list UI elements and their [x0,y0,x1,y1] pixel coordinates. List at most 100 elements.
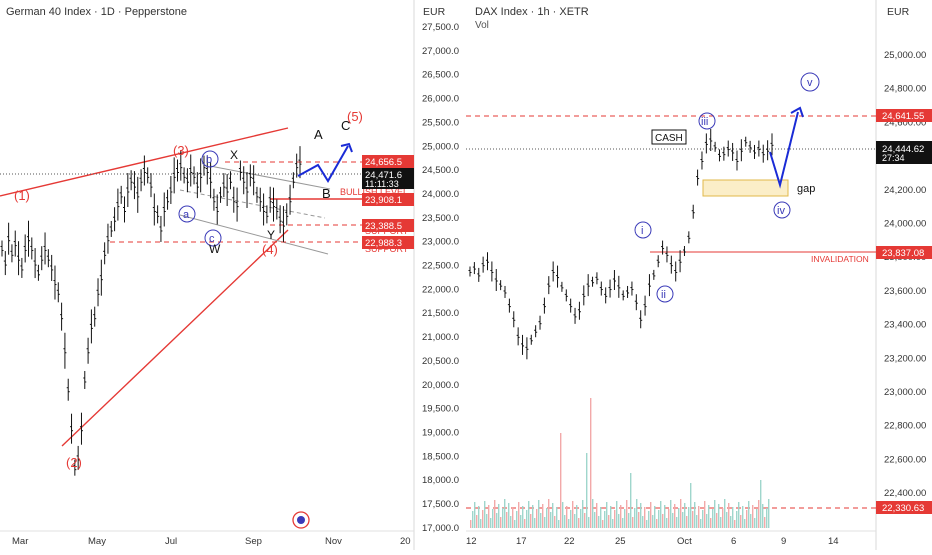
left-y-tick: 23,000.0 [422,237,459,248]
volume-bar [566,506,568,528]
wave-circle-c [204,229,222,247]
left-y-axis: 27,500.0 27,000.0 26,500.0 26,000.0 25,500.0… [422,22,459,534]
channel-line-3 [209,165,331,190]
wave-circle-iv [773,201,791,219]
volume-bar [622,518,624,528]
volume-bar [630,473,632,528]
left-y-tick: 27,000.0 [422,46,459,57]
right-y-tick: 23,600.00 [884,286,926,297]
volume-bar [742,506,744,528]
volume-bar [490,518,492,528]
wave-label-ii: ii [661,289,666,301]
volume-bar [534,518,536,528]
volume-bar [476,515,478,528]
wave-label-1: (1) [14,188,30,203]
volume-bar [764,517,766,528]
left-y-tick: 22,000.0 [422,284,459,295]
volume-bar [732,507,734,528]
volume-bar [626,500,628,528]
volume-bar [650,502,652,528]
right-projection-path [769,111,799,189]
right-badge-last-price: 24,444.62 [882,144,924,155]
volume-bar [640,503,642,528]
left-x-tick: Nov [325,536,342,547]
right-y-tick: 24,600.00 [884,117,926,128]
volume-bar [758,500,760,528]
left-x-tick: Jul [165,536,177,547]
volume-bar [486,514,488,528]
volume-bar [658,510,660,528]
volume-bar [624,509,626,528]
volume-bar [734,520,736,528]
volume-bar [584,513,586,528]
volume-bar [692,511,694,528]
volume-bar [694,502,696,528]
volume-bar [620,505,622,528]
volume-bar [546,508,548,528]
left-y-tick: 23,500.0 [422,213,459,224]
right-chart-subtitle: Vol [475,20,489,31]
volume-bar [664,505,666,528]
volume-bar [590,398,592,528]
cash-label: CASH [655,133,683,144]
volume-bar [654,506,656,528]
volume-bar [632,517,634,528]
volume-bar [532,505,534,528]
gap-label: gap [797,183,815,195]
wave-label-A: A [314,127,323,142]
volume-bar [646,520,648,528]
volume-bar [678,508,680,528]
volume-bar [540,513,542,528]
volume-bar [726,512,728,528]
volume-bar [488,505,490,528]
volume-bar [482,510,484,528]
volume-bar [676,517,678,528]
volume-bar [514,520,516,528]
right-chart-title: DAX Index · 1h · XETR [475,6,589,18]
volume-bar [518,502,520,528]
right-y-tick: 25,000.00 [884,50,926,61]
volume-bar [690,483,692,528]
volume-bar [662,514,664,528]
volume-bar [714,500,716,528]
volume-bar [564,515,566,528]
gap-box [702,179,789,197]
volume-bar [580,509,582,528]
volume-bar [680,499,682,528]
volume-bar [478,506,480,528]
right-y-tick: 22,600.00 [884,454,926,465]
volume-bar [674,504,676,528]
volume-bar [588,517,590,528]
volume-bar [716,513,718,528]
wave-circle-a [178,205,196,223]
left-badge-timer: 11:11:33 [365,179,399,189]
left-x-tick: 20 [400,536,411,547]
volume-bar [528,501,530,528]
volume-bar [702,510,704,528]
left-y-tick: 24,000.0 [422,189,459,200]
wave-label-i: i [641,225,643,237]
right-x-tick: 25 [615,536,626,547]
left-y-tick: 26,500.0 [422,70,459,81]
left-y-tick: 17,000.0 [422,523,459,534]
volume-bar [738,502,740,528]
volume-bar [506,512,508,528]
left-badge-22988: 22,988.3 [365,238,402,249]
left-badge-23388: 23,388.5 [365,221,402,232]
volume-bar [498,504,500,528]
wave-label-c-small: c [209,233,215,245]
volume-bar [512,507,514,528]
volume-bar [628,513,630,528]
volume-bar [762,504,764,528]
volume-bar [574,514,576,528]
wave-circle-v [800,72,820,92]
volume-bar [666,518,668,528]
left-y-tick: 21,000.0 [422,332,459,343]
volume-bar [744,519,746,528]
volume-bar [538,500,540,528]
left-x-tick: Sep [245,536,262,547]
right-badge-22330: 22,330.63 [882,503,924,514]
volume-bar [568,519,570,528]
volume-bar [712,509,714,528]
right-y-tick: 23,400.00 [884,320,926,331]
